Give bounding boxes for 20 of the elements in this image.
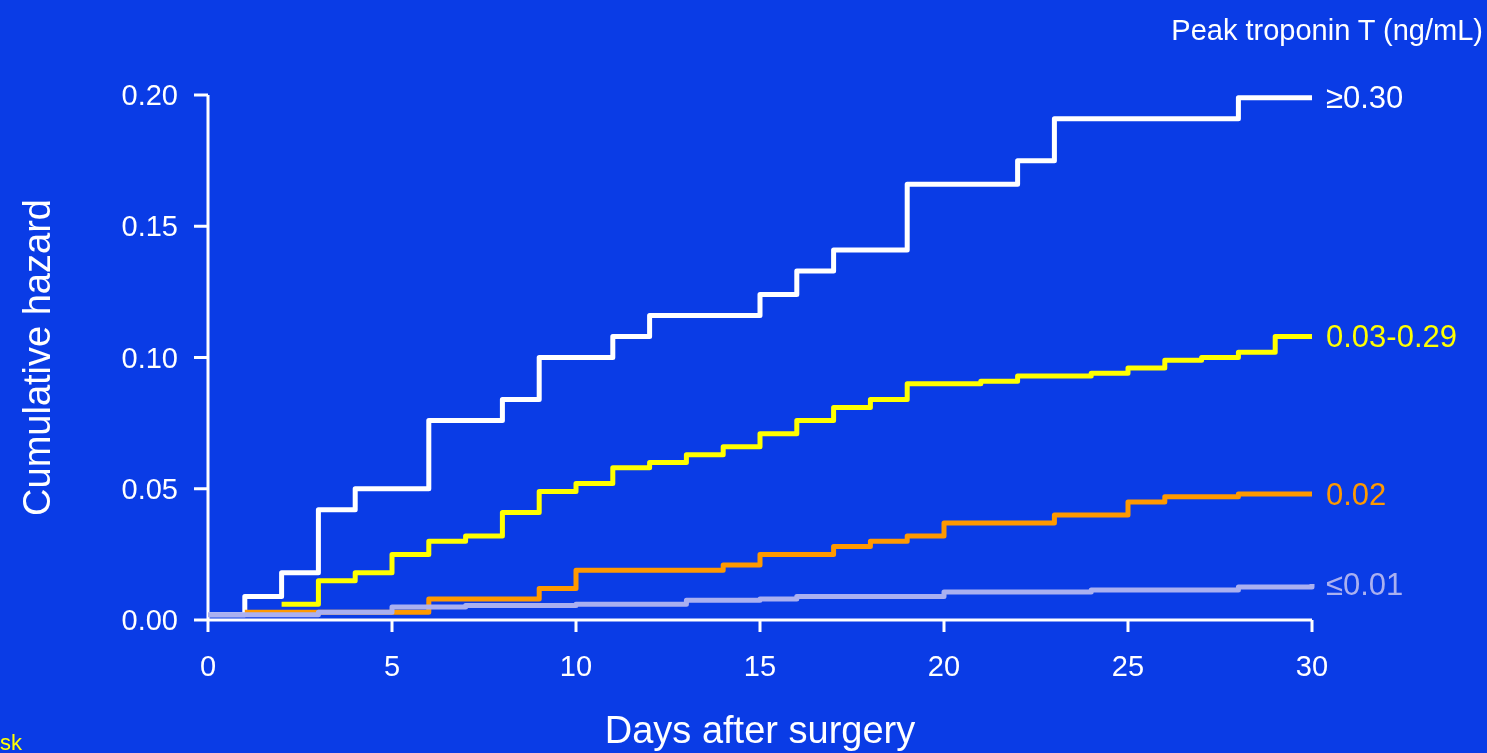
y-tick-label: 0.15 <box>121 210 178 243</box>
x-tick-label: 25 <box>1111 650 1145 682</box>
series-label: 0.02 <box>1326 476 1387 512</box>
y-tick-label: 0.00 <box>121 604 178 637</box>
y-tick-label: 0.05 <box>121 472 178 505</box>
text: sk <box>0 730 23 753</box>
series-label: 0.03-0.29 <box>1326 319 1457 355</box>
series-label: ≥0.30 <box>1326 80 1404 116</box>
y-tick-label: 0.20 <box>121 79 178 112</box>
x-tick-label: 15 <box>743 650 777 682</box>
x-tick-label: 20 <box>927 650 961 682</box>
x-tick-label: 10 <box>559 650 593 682</box>
legend-title: Peak troponin T (ng/mL) <box>1171 14 1483 46</box>
x-tick-label: 5 <box>383 650 401 682</box>
x-tick-label: 0 <box>199 650 217 682</box>
y-tick-label: 0.10 <box>121 341 178 374</box>
x-axis-title: Days after surgery <box>604 709 916 751</box>
x-tick-label: 30 <box>1295 650 1329 682</box>
y-axis-title: Cumulative hazard <box>16 199 58 516</box>
series-label: ≤0.01 <box>1326 566 1404 602</box>
